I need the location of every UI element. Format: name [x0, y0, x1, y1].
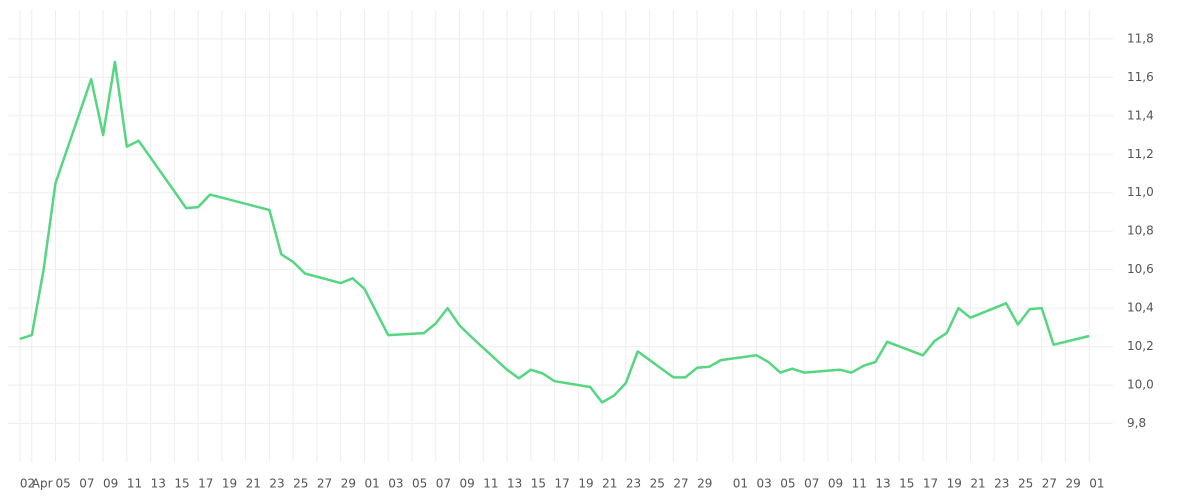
x-tick-label: 11 [852, 477, 867, 491]
x-tick-label: 27 [673, 477, 688, 491]
x-tick-label: 13 [507, 477, 522, 491]
x-tick-label: 15 [531, 477, 546, 491]
y-tick-label: 11,2 [1127, 147, 1154, 161]
x-tick-label: 05 [56, 477, 71, 491]
x-tick-label: 25 [1018, 477, 1033, 491]
x-tick-label: 02 [20, 477, 35, 491]
x-tick-label: 19 [222, 477, 237, 491]
x-tick-label: 17 [555, 477, 570, 491]
x-tick-label: 13 [875, 477, 890, 491]
x-tick-label: 19 [578, 477, 593, 491]
x-tick-label: 21 [602, 477, 617, 491]
x-tick-label: 09 [460, 477, 475, 491]
x-tick-label: 07 [79, 477, 94, 491]
x-tick-label: 07 [436, 477, 451, 491]
x-tick-label: 21 [246, 477, 261, 491]
x-tick-label: 07 [804, 477, 819, 491]
x-tick-label: 23 [269, 477, 284, 491]
x-tick-label: 09 [103, 477, 118, 491]
y-tick-label: 10,4 [1127, 301, 1154, 315]
y-tick-label: 10,0 [1127, 378, 1154, 392]
x-tick-label: 29 [697, 477, 712, 491]
x-tick-label: Apr [32, 477, 53, 491]
x-tick-label: 25 [650, 477, 665, 491]
x-tick-label: 13 [151, 477, 166, 491]
y-tick-label: 11,8 [1127, 31, 1154, 45]
x-tick-label: 19 [947, 477, 962, 491]
y-tick-label: 10,2 [1127, 339, 1154, 353]
y-tick-label: 9,8 [1127, 416, 1146, 430]
x-tick-label: 01 [733, 477, 748, 491]
x-tick-label: 25 [293, 477, 308, 491]
x-tick-label: 05 [412, 477, 427, 491]
x-tick-label: 23 [626, 477, 641, 491]
x-tick-label: 23 [994, 477, 1009, 491]
x-tick-label: 01 [1089, 477, 1104, 491]
x-tick-label: 29 [1065, 477, 1080, 491]
y-tick-label: 11,4 [1127, 108, 1154, 122]
x-tick-label: 01 [364, 477, 379, 491]
x-tick-label: 29 [341, 477, 356, 491]
y-tick-label: 10,8 [1127, 224, 1154, 238]
x-tick-label: 11 [483, 477, 498, 491]
x-tick-label: 21 [970, 477, 985, 491]
x-tick-label: 27 [1042, 477, 1057, 491]
x-tick-label: 15 [174, 477, 189, 491]
y-tick-label: 10,6 [1127, 262, 1154, 276]
x-tick-label: 11 [127, 477, 142, 491]
x-tick-label: 03 [388, 477, 403, 491]
price-line [19, 60, 1090, 404]
x-tick-label: 27 [317, 477, 332, 491]
x-tick-label: 17 [923, 477, 938, 491]
x-tick-label: 15 [899, 477, 914, 491]
x-tick-label: 17 [198, 477, 213, 491]
x-tick-label: 09 [828, 477, 843, 491]
x-tick-label: 05 [780, 477, 795, 491]
y-tick-label: 11,0 [1127, 185, 1154, 199]
y-tick-label: 11,6 [1127, 70, 1154, 84]
x-tick-label: 03 [757, 477, 772, 491]
